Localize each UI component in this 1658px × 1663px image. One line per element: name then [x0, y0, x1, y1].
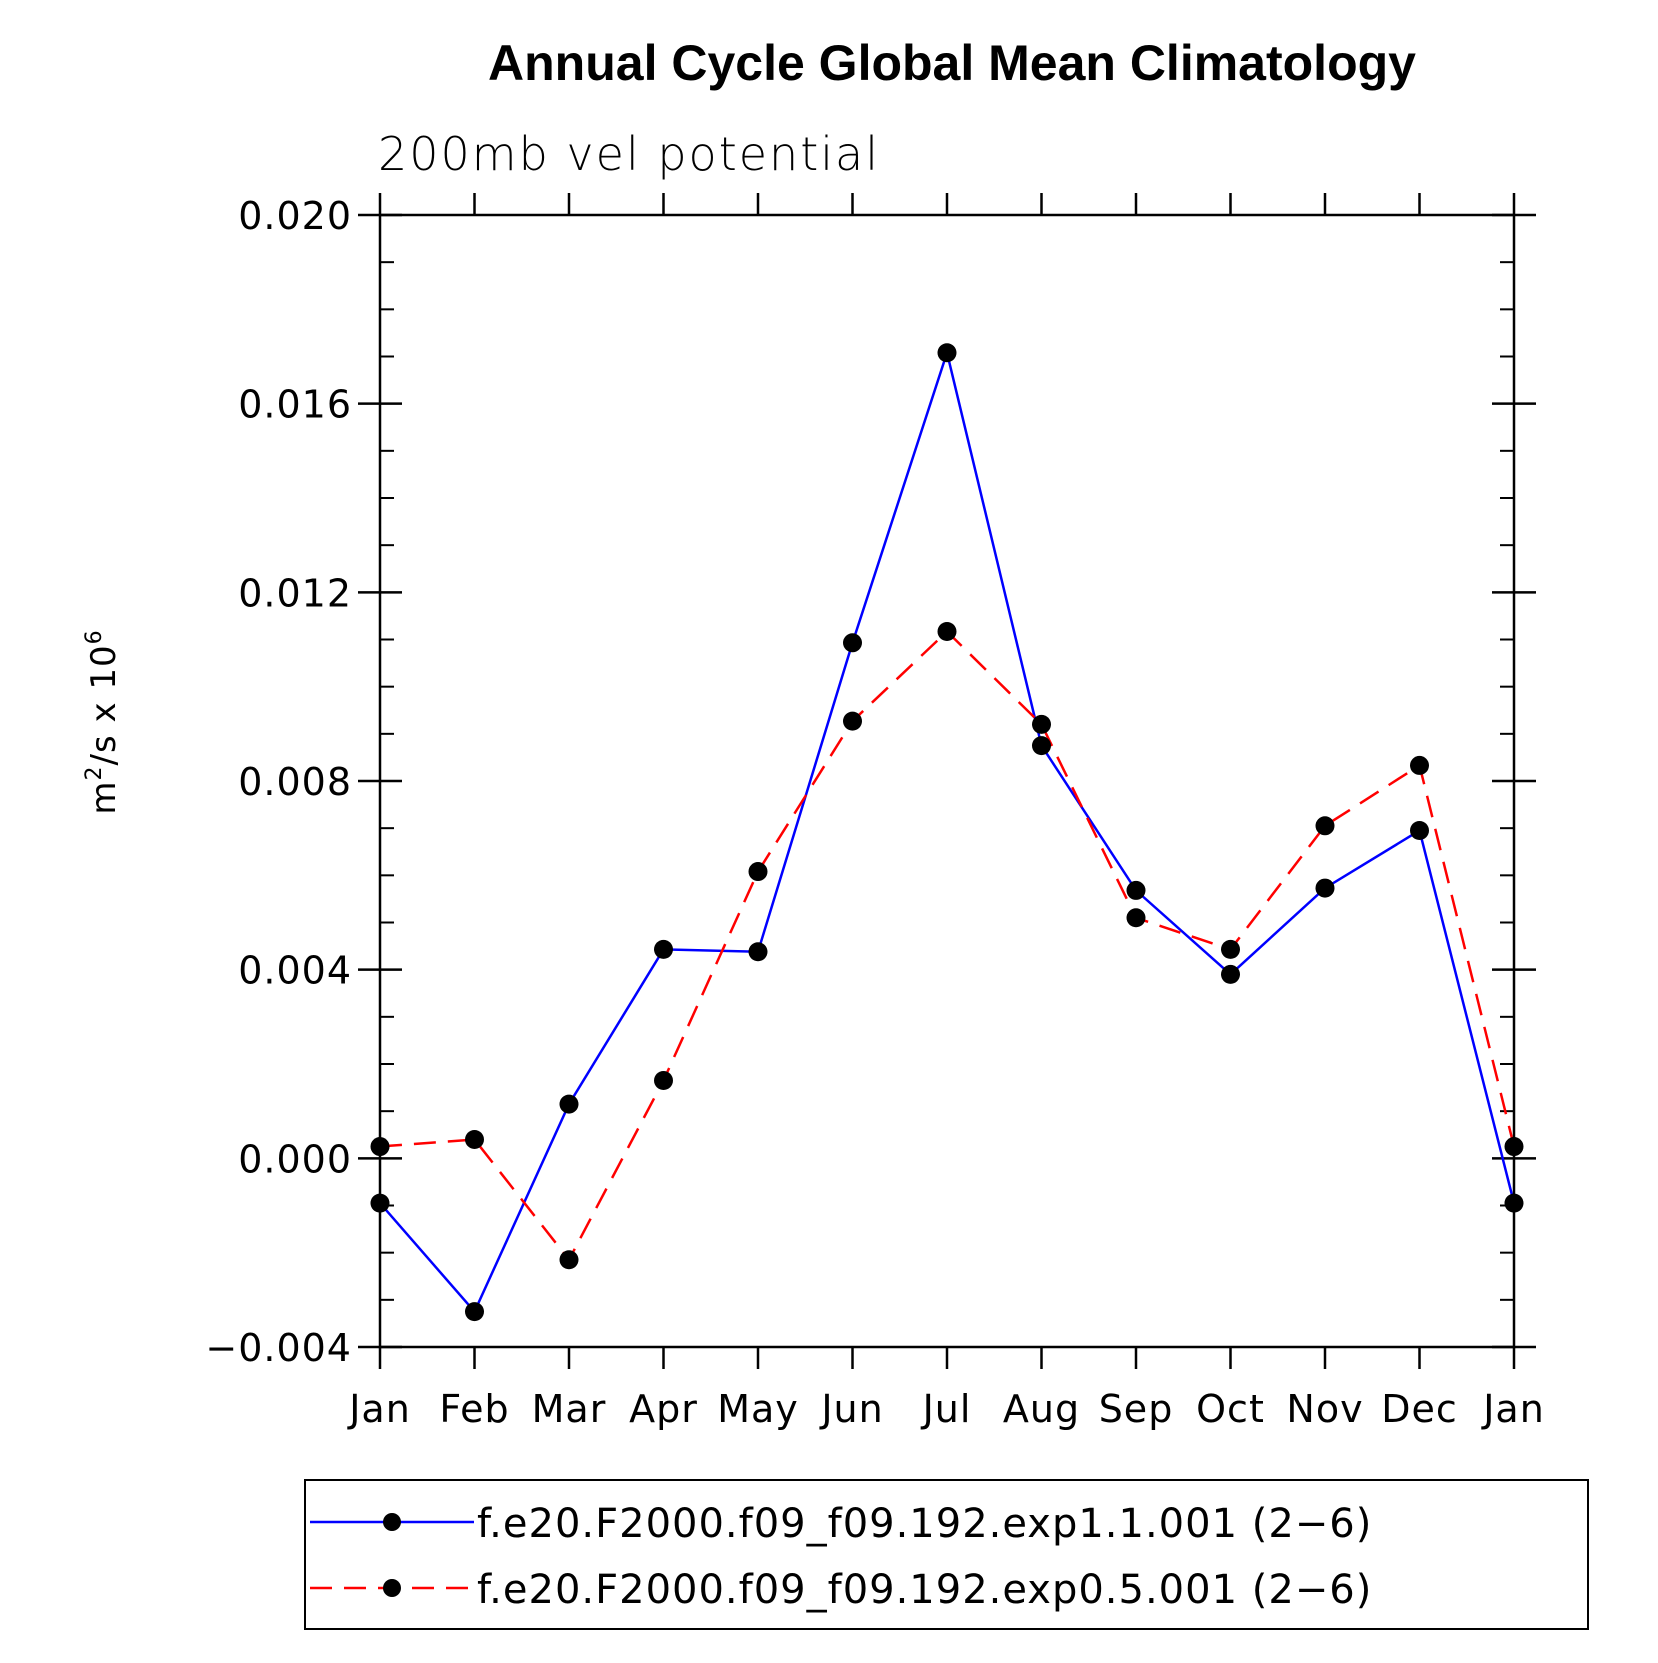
x-tick-label: Mar	[532, 1387, 607, 1431]
x-tick-label: Sep	[1099, 1387, 1174, 1431]
y-axis-label-sup2: 6	[82, 629, 107, 644]
x-axis-tick-labels: Jan Feb Mar Apr May Jun Jul Aug Sep Oct Nov Dec Jan	[347, 1387, 1545, 1431]
x-tick-label: Nov	[1286, 1387, 1363, 1431]
x-tick-label: Apr	[629, 1387, 698, 1431]
y-tick-label: 0.016	[238, 383, 352, 427]
data-point-series-2	[1032, 714, 1051, 734]
y-axis-label-sup1: 2	[82, 766, 107, 781]
y-tick-label: 0.012	[238, 571, 352, 615]
legend: f.e20.F2000.f09_f09.192.exp1.1.001 (2−6)…	[304, 1479, 1589, 1630]
x-tick-label: Feb	[439, 1387, 509, 1431]
axis-ticks	[358, 193, 1536, 1369]
data-point-series-1	[1126, 880, 1146, 900]
chart-title: Annual Cycle Global Mean Climatology	[488, 35, 1416, 91]
y-axis-tick-labels: −0.004 0.000 0.004 0.008 0.012 0.016 0.020	[205, 194, 352, 1370]
x-tick-label: Jun	[819, 1387, 883, 1431]
data-point-series-1	[465, 1302, 484, 1322]
data-point-series-2	[937, 621, 957, 641]
data-point-series-1	[1410, 821, 1429, 841]
y-axis-label: m2/s x 106	[82, 629, 124, 814]
x-tick-label: Jan	[347, 1387, 411, 1431]
x-tick-label: Oct	[1196, 1387, 1265, 1431]
x-tick-label: Jan	[1481, 1387, 1545, 1431]
series-layer	[379, 348, 1516, 1314]
markers-layer	[370, 343, 1524, 1322]
data-point-series-2	[843, 711, 862, 731]
x-tick-label: Aug	[1003, 1387, 1080, 1431]
data-point-series-1	[1032, 736, 1051, 756]
x-tick-label: Dec	[1381, 1387, 1458, 1431]
y-tick-label: 0.020	[238, 194, 352, 238]
y-tick-label: −0.004	[205, 1326, 352, 1370]
data-point-series-1	[748, 942, 768, 962]
data-point-series-1	[937, 343, 957, 363]
series-line-1	[379, 348, 1516, 1314]
data-point-series-2	[1315, 816, 1335, 836]
legend-label-series-2: f.e20.F2000.f09_f09.192.exp0.5.001 (2−6)	[477, 1567, 1372, 1613]
y-axis-label-mid: /s x 10	[84, 644, 124, 765]
legend-box	[304, 1479, 1589, 1630]
y-tick-label: 0.004	[238, 949, 352, 993]
data-point-series-1	[559, 1094, 579, 1114]
data-point-series-2	[1410, 755, 1429, 775]
series-line-2	[379, 629, 1516, 1262]
y-tick-label: 0.008	[238, 760, 352, 804]
data-point-series-1	[1315, 878, 1335, 898]
chart-subtitle: 200mb vel potential	[378, 127, 880, 181]
data-point-series-2	[465, 1129, 484, 1149]
data-point-series-2	[654, 1071, 673, 1091]
x-tick-label: May	[717, 1387, 799, 1431]
data-point-series-2	[748, 862, 768, 882]
data-point-series-2	[1126, 908, 1146, 928]
data-point-series-1	[654, 939, 673, 959]
x-tick-label: Jul	[921, 1387, 972, 1431]
y-tick-label: 0.000	[238, 1137, 352, 1181]
svg-text:m2/s x 106: m2/s x 106	[82, 629, 124, 814]
legend-marker-series-2	[383, 1579, 401, 1597]
data-point-series-2	[559, 1250, 579, 1270]
plot-frame	[378, 213, 1516, 1349]
data-point-series-1	[843, 633, 862, 653]
legend-marker-series-1	[383, 1513, 401, 1531]
y-axis-label-base: m	[84, 781, 124, 815]
data-point-series-1	[1221, 964, 1240, 984]
data-point-series-2	[1221, 939, 1240, 959]
legend-label-series-1: f.e20.F2000.f09_f09.192.exp1.1.001 (2−6)	[477, 1501, 1372, 1547]
